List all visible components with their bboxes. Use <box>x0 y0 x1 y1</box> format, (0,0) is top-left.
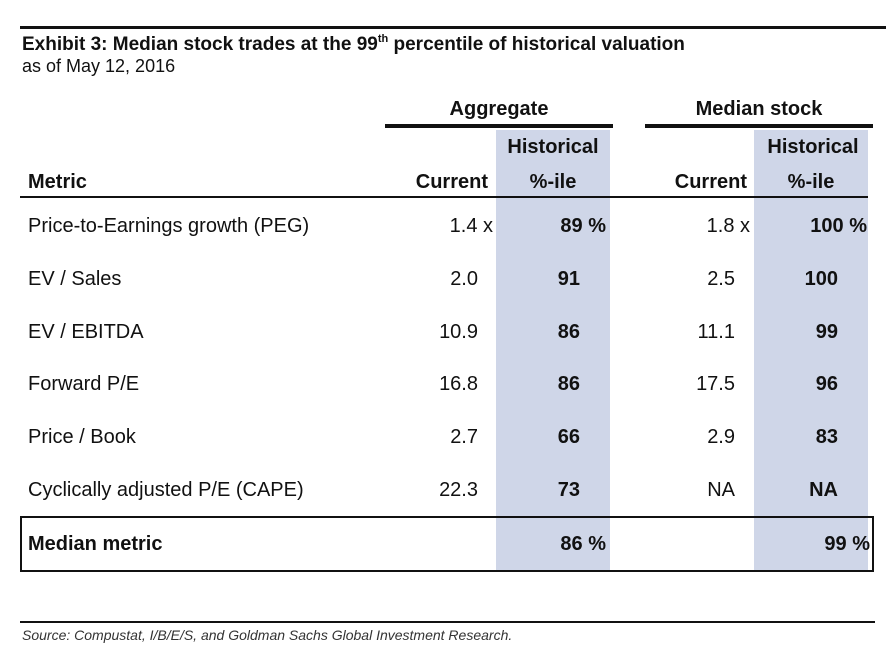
table-row: Price / Book 2.7 66 2.9 83 <box>0 411 886 463</box>
column-header-median-current: Current <box>674 171 747 193</box>
median-current: 17.5 <box>696 373 735 395</box>
aggregate-historical-percentile: 89 % <box>560 215 606 237</box>
group-underline-median-stock <box>645 124 873 128</box>
table-row: Price-to-Earnings growth (PEG) 1.4 x 89 … <box>0 200 886 252</box>
column-header-metric: Metric <box>28 171 87 193</box>
header-divider <box>20 196 868 198</box>
column-header-aggregate-historical: Historical <box>507 136 599 158</box>
table-row: EV / EBITDA 10.9 86 11.1 99 <box>0 306 886 358</box>
exhibit-subtitle: as of May 12, 2016 <box>22 56 176 76</box>
aggregate-historical-percentile: 73 <box>557 479 580 501</box>
median-historical-percentile: 100 % <box>810 215 867 237</box>
median-historical-percentile: 100 <box>804 268 838 290</box>
column-header-aggregate-percentile: %-ile <box>529 171 577 193</box>
metric-name: EV / Sales <box>28 268 122 290</box>
aggregate-median-percentile: 86 % <box>560 533 606 555</box>
column-header-median-percentile: %-ile <box>787 171 835 193</box>
footer-rule <box>20 621 875 623</box>
aggregate-historical-percentile: 66 <box>557 426 580 448</box>
median-current: 2.9 <box>707 426 735 448</box>
median-metric-row: Median metric 86 % 99 % <box>0 518 886 570</box>
source-note: Source: Compustat, I/B/E/S, and Goldman … <box>22 627 513 643</box>
median-current: NA <box>707 479 735 501</box>
group-header-aggregate: Aggregate <box>449 98 549 120</box>
median-historical-percentile: NA <box>809 479 838 501</box>
title-text-suffix: percentile of historical valuation <box>388 34 685 55</box>
metric-name: Price-to-Earnings growth (PEG) <box>28 215 310 237</box>
median-historical-highlight <box>754 130 868 570</box>
aggregate-historical-percentile: 86 <box>557 321 580 343</box>
aggregate-current: 16.8 <box>439 373 478 395</box>
aggregate-current: 22.3 <box>439 479 478 501</box>
group-header-median-stock: Median stock <box>695 98 823 120</box>
aggregate-current: 10.9 <box>439 321 478 343</box>
aggregate-historical-percentile: 91 <box>557 268 580 290</box>
aggregate-current: 2.7 <box>450 426 478 448</box>
median-stock-median-percentile: 99 % <box>824 533 870 555</box>
table-row: Cyclically adjusted P/E (CAPE) 22.3 73 N… <box>0 464 886 516</box>
median-current: 11.1 <box>697 321 735 343</box>
aggregate-historical-percentile: 86 <box>557 373 580 395</box>
median-metric-label: Median metric <box>28 533 163 555</box>
title-superscript: th <box>377 33 389 45</box>
metric-name: Cyclically adjusted P/E (CAPE) <box>28 479 304 501</box>
metric-name: Price / Book <box>28 426 136 448</box>
aggregate-current: 1.4 x <box>449 215 493 237</box>
title-text: Exhibit 3: Median stock trades at the 99 <box>22 34 378 55</box>
median-metric-box <box>20 516 874 572</box>
metric-name: EV / EBITDA <box>28 321 144 343</box>
column-header-median-historical: Historical <box>767 136 859 158</box>
metric-name: Forward P/E <box>28 373 140 395</box>
table-row: EV / Sales 2.0 91 2.5 100 <box>0 253 886 305</box>
median-historical-percentile: 83 <box>815 426 838 448</box>
median-current: 2.5 <box>707 268 735 290</box>
group-underline-aggregate <box>385 124 613 128</box>
column-header-aggregate-current: Current <box>415 171 488 193</box>
top-rule <box>20 26 886 29</box>
aggregate-current: 2.0 <box>450 268 478 290</box>
median-historical-percentile: 99 <box>815 321 838 343</box>
aggregate-historical-highlight <box>496 130 610 570</box>
table-row: Forward P/E 16.8 86 17.5 96 <box>0 358 886 410</box>
median-historical-percentile: 96 <box>815 373 838 395</box>
median-current: 1.8 x <box>706 215 750 237</box>
exhibit-title: Exhibit 3: Median stock trades at the 99… <box>22 33 685 56</box>
